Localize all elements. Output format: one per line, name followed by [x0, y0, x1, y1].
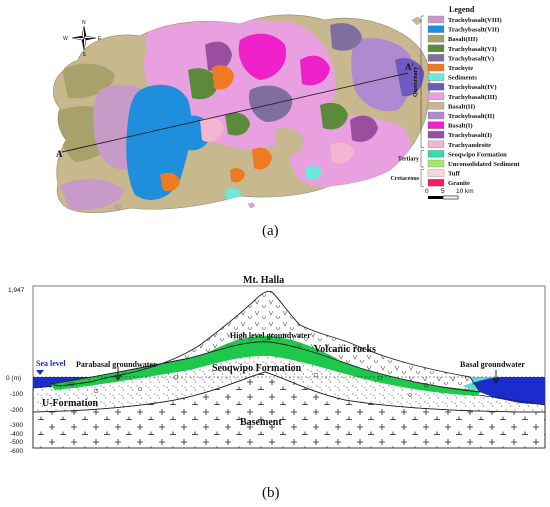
label-basal-groundwater: Basal groundwater	[460, 360, 525, 369]
section-label-a-prime: A'	[405, 62, 414, 72]
legend-label: Trachybasalt(VIII)	[448, 17, 502, 24]
volcanic-rocks-layer	[49, 290, 481, 393]
legend-swatch	[427, 92, 445, 100]
scale-bar: 0 5 10 km	[425, 188, 474, 200]
legend-label: Trachybasalt(III)	[448, 94, 497, 101]
legend: Legend Trachybasalt(VIII) Trachybasalt(VI…	[390, 5, 520, 187]
boulder-markers	[69, 372, 429, 397]
legend-swatch	[427, 159, 445, 168]
period-label: Quaternary	[413, 67, 419, 97]
legend-swatch	[427, 15, 445, 24]
scale-bar-segment-1	[428, 196, 443, 199]
legend-swatch	[427, 102, 445, 110]
label-sea-level: Sea level	[36, 359, 66, 368]
y-tick-1947: 1,947	[8, 287, 25, 294]
legend-swatch	[427, 169, 445, 177]
compass-rose-icon: N S E W	[63, 20, 102, 58]
scale-label-10km: 10 km	[456, 188, 474, 195]
legend-swatch	[427, 73, 445, 81]
cross-section-panel: 1,947 0 (m) -100 -200 -300 -400 -500 -60…	[6, 275, 546, 501]
legend-swatch	[427, 63, 445, 72]
y-tick-minus500: -500	[10, 439, 23, 446]
legend-label: Trachybasalt(VI)	[448, 46, 497, 53]
legend-label: Trachybasalt(V)	[448, 55, 494, 62]
caption-a: (a)	[262, 223, 279, 239]
y-tick-minus300: -300	[10, 422, 23, 429]
legend-label: Basalt(I)	[448, 123, 473, 130]
legend-swatch	[427, 111, 445, 120]
section-line-a-a-prime	[61, 72, 409, 153]
period-label: Cretaceous	[390, 176, 419, 182]
sea-right	[470, 377, 545, 405]
scale-label-0: 0	[425, 188, 429, 195]
legend-label: Trachybasalt(VII)	[448, 27, 499, 34]
jeju-island-map	[53, 14, 431, 214]
legend-label: Trachybasalt(II)	[448, 113, 494, 120]
legend-label: Sediments	[448, 75, 477, 82]
legend-label: Trachybasalt(IV)	[448, 84, 497, 91]
period-bracket	[420, 150, 424, 168]
y-tick-0: 0 (m)	[6, 375, 21, 382]
legend-title: Legend	[449, 5, 475, 14]
scale-bar-segment-2	[442, 195, 459, 200]
legend-swatch	[427, 83, 445, 91]
scale-label-5: 5	[441, 188, 445, 195]
basal-arrow-icon	[492, 370, 500, 384]
legend-label: Basalt(II)	[448, 103, 475, 110]
legend-label: Tuff	[448, 171, 461, 178]
section-label-a: A	[56, 149, 63, 159]
legend-swatch	[427, 131, 445, 139]
legend-swatch	[427, 44, 445, 52]
legend-label: Trachybasalt(I)	[448, 132, 492, 139]
parabasal-arrow-icon	[114, 367, 122, 381]
legend-label: Unconsolidated Sediment	[448, 161, 520, 168]
y-axis: 1,947 0 (m) -100 -200 -300 -400 -500 -60…	[6, 287, 25, 455]
compass-w: W	[63, 36, 68, 42]
y-tick-minus100: -100	[10, 391, 23, 398]
compass-e: E	[98, 36, 102, 42]
label-mt-halla: Mt. Halla	[243, 275, 284, 286]
period-bracket	[420, 169, 424, 187]
y-tick-minus600: -600	[10, 448, 23, 455]
compass-s: S	[83, 52, 87, 58]
sea-level-marker-icon	[36, 370, 44, 375]
label-volcanic-rocks: Volcanic rocks	[314, 344, 376, 355]
legend-label: Trachyandesite	[448, 142, 491, 149]
y-tick-minus200: -200	[10, 407, 23, 414]
label-high-level-groundwater: High level groundwater	[230, 331, 311, 340]
label-basement: Basement	[240, 417, 282, 428]
legend-label: Granite	[448, 180, 470, 187]
label-seoqwipo-formation: Seoqwipo Formation	[212, 363, 302, 374]
legend-swatch	[427, 179, 445, 187]
label-u-formation: U-Formation	[42, 398, 99, 409]
legend-label: Seoqwipo Formation	[448, 151, 507, 158]
period-bracket	[420, 15, 424, 149]
period-label: Tertiary	[398, 157, 419, 163]
legend-swatch	[427, 35, 445, 43]
label-parabasal-groundwater: Parabasal groundwater	[76, 360, 157, 369]
legend-swatch	[427, 140, 445, 148]
legend-swatch	[427, 25, 445, 33]
legend-swatch	[427, 54, 445, 62]
legend-swatch	[427, 121, 445, 129]
legend-swatch	[427, 150, 445, 158]
legend-label: Basalt(III)	[448, 36, 478, 43]
y-tick-minus400: -400	[10, 431, 23, 438]
compass-n: N	[82, 20, 86, 26]
legend-label: Trachyte	[448, 65, 473, 72]
caption-b: (b)	[262, 485, 280, 501]
geologic-map-panel: A A' N S E W Legend Trachybasalt(VIII) Tr…	[53, 5, 520, 239]
